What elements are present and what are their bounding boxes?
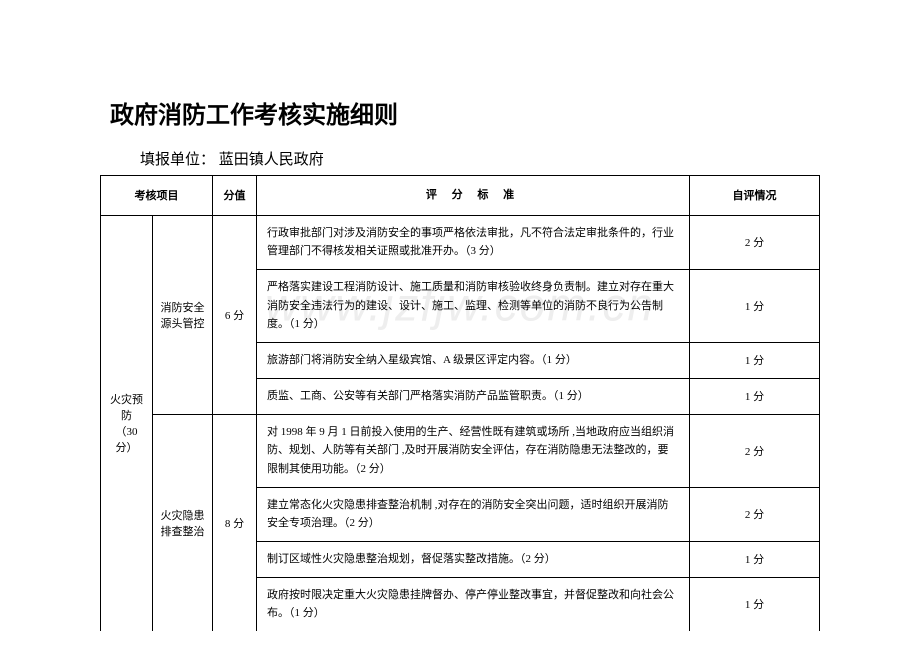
report-unit-label: 填报单位： — [140, 152, 215, 168]
header-self-eval: 自评情况 — [690, 176, 820, 216]
criteria-cell: 对 1998 年 9 月 1 日前投入使用的生产、经营性既有建筑或场所 ,当地政… — [257, 414, 690, 487]
self-eval-cell: 2 分 — [690, 414, 820, 487]
main-category-total: （30 分） — [107, 423, 146, 455]
page-title: 政府消防工作考核实施细则 — [110, 95, 820, 130]
self-eval-cell: 1 分 — [690, 378, 820, 414]
assessment-table: 考核项目 分值 评 分 标 准 自评情况 火灾预防 （30 分） 消防安全源头管… — [100, 175, 820, 631]
report-unit: 填报单位： 蓝田镇人民政府 — [140, 148, 820, 169]
self-eval-cell: 1 分 — [690, 541, 820, 577]
criteria-cell: 行政审批部门对涉及消防安全的事项严格依法审批，凡不符合法定审批条件的，行业管理部… — [257, 215, 690, 269]
self-eval-cell: 2 分 — [690, 215, 820, 269]
group-name-cell: 火灾隐患排查整治 — [153, 414, 213, 631]
group-score-cell: 6 分 — [213, 215, 257, 414]
self-eval-cell: 1 分 — [690, 270, 820, 343]
criteria-cell: 质监、工商、公安等有关部门严格落实消防产品监管职责。（1 分） — [257, 378, 690, 414]
main-category-cell: 火灾预防 （30 分） — [101, 215, 153, 631]
main-category-name: 火灾预防 — [107, 391, 146, 423]
table-header-row: 考核项目 分值 评 分 标 准 自评情况 — [101, 176, 820, 216]
criteria-cell: 建立常态化火灾隐患排查整治机制 ,对存在的消防安全突出问题，适时组织开展消防安全… — [257, 487, 690, 541]
header-score: 分值 — [213, 176, 257, 216]
self-eval-cell: 2 分 — [690, 487, 820, 541]
criteria-cell: 严格落实建设工程消防设计、施工质量和消防审核验收终身负责制。建立对存在重大消防安… — [257, 270, 690, 343]
criteria-cell: 旅游部门将消防安全纳入星级宾馆、A 级景区评定内容。（1 分） — [257, 343, 690, 379]
criteria-cell: 政府按时限决定重大火灾隐患挂牌督办、停产停业整改事宜，并督促整改和向社会公布。（… — [257, 577, 690, 631]
table-row: 火灾隐患排查整治 8 分 对 1998 年 9 月 1 日前投入使用的生产、经营… — [101, 414, 820, 487]
header-project: 考核项目 — [101, 176, 213, 216]
header-criteria: 评 分 标 准 — [257, 176, 690, 216]
criteria-cell: 制订区域性火灾隐患整治规划，督促落实整改措施。（2 分） — [257, 541, 690, 577]
self-eval-cell: 1 分 — [690, 343, 820, 379]
table-row: 火灾预防 （30 分） 消防安全源头管控 6 分 行政审批部门对涉及消防安全的事… — [101, 215, 820, 269]
report-unit-value: 蓝田镇人民政府 — [219, 152, 324, 168]
group-name-cell: 消防安全源头管控 — [153, 215, 213, 414]
self-eval-cell: 1 分 — [690, 577, 820, 631]
group-score-cell: 8 分 — [213, 414, 257, 631]
